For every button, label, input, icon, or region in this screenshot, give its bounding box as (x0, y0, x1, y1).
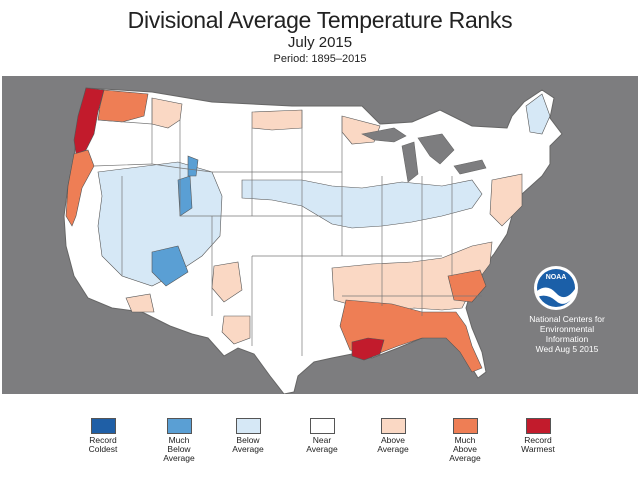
credit-line-1: National Centers for (529, 314, 605, 324)
legend-label: Near Average (306, 435, 338, 454)
region-below-maine (525, 93, 551, 135)
legend-swatch (452, 418, 478, 434)
credit-line-3: Information (545, 334, 589, 344)
legend-label: Much Below Average (163, 435, 195, 463)
region-much-below-arizona (151, 245, 189, 287)
map-header: Divisional Average Temperature Ranks Jul… (0, 6, 640, 67)
region-above-southern-arizona (125, 293, 155, 313)
region-much-above-carolinas (447, 269, 487, 303)
state-borders (93, 98, 482, 356)
legend-item-record-warmest: Record Warmest (498, 418, 578, 454)
region-much-below-utah (177, 175, 193, 217)
legend-item-much-above: Much Above Average (425, 418, 505, 463)
credit-date: Wed Aug 5 2015 (535, 344, 599, 354)
legend-item-much-below: Much Below Average (139, 418, 219, 463)
legend-label: Below Average (232, 435, 264, 454)
us-temperature-map: NOAA National Centers for Environmental … (2, 76, 638, 394)
legend-swatch (309, 418, 335, 434)
legend-item-record-coldest: Record Coldest (63, 418, 143, 454)
legend-swatch (235, 418, 261, 434)
region-above-west-texas (221, 315, 251, 345)
legend-swatch (525, 418, 551, 434)
map-canvas (63, 87, 563, 394)
region-above-north-dakota (251, 109, 303, 131)
region-much-above-pacific-coast (65, 149, 95, 227)
legend-item-below: Below Average (208, 418, 288, 454)
legend-label: Much Above Average (449, 435, 481, 463)
credit-block: National Centers for Environmental Infor… (506, 314, 628, 354)
legend-label: Record Warmest (521, 435, 555, 454)
legend-item-above: Above Average (353, 418, 433, 454)
map-subtitle: July 2015 (287, 34, 353, 51)
legend: Record Coldest Much Below Average Below Aver… (0, 418, 640, 478)
region-record-warm-louisiana (351, 337, 385, 361)
region-much-above-washington (97, 89, 149, 123)
noaa-logo-text: NOAA (546, 274, 567, 281)
legend-swatch (90, 418, 116, 434)
region-above-mid-atlantic (489, 173, 523, 227)
noaa-logo-icon: NOAA (533, 265, 579, 311)
great-lakes (361, 127, 487, 183)
legend-label: Record Coldest (88, 435, 118, 454)
legend-swatch (166, 418, 192, 434)
legend-label: Above Average (377, 435, 409, 454)
legend-item-near: Near Average (282, 418, 362, 454)
period-label: Period: 1895–2015 (273, 53, 367, 65)
legend-swatch (380, 418, 406, 434)
credit-line-2: Environmental (539, 324, 595, 334)
map-title: Divisional Average Temperature Ranks (127, 7, 513, 33)
